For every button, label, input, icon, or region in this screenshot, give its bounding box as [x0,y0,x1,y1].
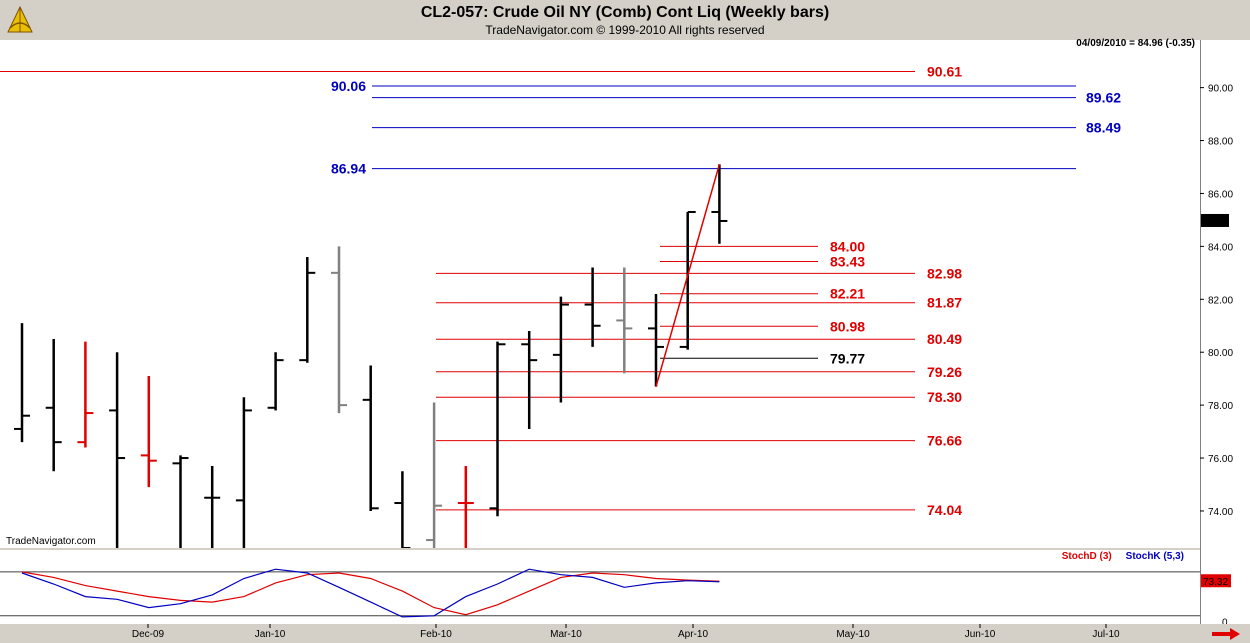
scroll-right-arrow-icon[interactable] [1212,628,1240,640]
time-axis-tick-label: Jun-10 [965,629,996,640]
retracement-label-red: 84.00 [830,238,865,254]
time-axis-tick-label: May-10 [836,629,870,640]
last-price-marker [1201,213,1229,227]
stochastic-last-label: 73.32 [1203,577,1228,588]
price-axis-tick-label: 78.00 [1208,401,1233,412]
stochk-line [21,568,720,618]
stochastic-chart-svg [0,568,1200,618]
retracement-label-red: 78.30 [927,389,962,405]
stochastic-last-marker [1201,574,1231,588]
chart-subtitle: TradeNavigator.com © 1999-2010 All right… [485,23,765,37]
stochastic-legend: StochD (3) StochK (5,3) [1062,551,1184,562]
retracement-label-red: 80.98 [830,318,865,334]
time-axis-tick-label: Dec-09 [132,629,165,640]
stochastic-axis-tick-label: 0 [1222,617,1228,624]
price-axis-tick-label: 74.00 [1208,507,1233,518]
price-plot-area[interactable]: 90.61 84.00 83.43 82.98 82.21 81.87 80.98 80.49… [0,40,1200,548]
retracement-label-red: 76.66 [927,433,962,449]
chart-header: CL2-057: Crude Oil NY (Comb) Cont Liq (W… [0,0,1250,40]
retracement-label-blue: 88.49 [1086,120,1121,136]
price-axis-tick-label: 82.00 [1208,295,1233,306]
legend-stochk: StochK (5,3) [1125,551,1184,562]
watermark: TradeNavigator.com [6,536,96,547]
time-axis-tick-label: Feb-10 [420,629,452,640]
stochastic-panel[interactable] [0,550,1200,624]
time-axis-tick-label: Jul-10 [1092,629,1120,640]
retracement-label-red: 80.49 [927,331,962,347]
retracement-label-red: 82.21 [830,286,865,302]
retracement-label-red: 83.43 [830,253,865,269]
time-axis: Dec-09 Jan-10 Feb-10 Mar-10 Apr-10 May-10 Jun-… [0,624,1200,643]
price-axis-tick-label: 76.00 [1208,454,1233,465]
price-axis-tick-label: 84.00 [1208,242,1233,253]
retracement-label-red: 79.26 [927,364,962,380]
retracement-label-blue: 90.06 [331,78,366,94]
price-axis-tick-label: 88.00 [1208,137,1233,148]
price-axis-tick-label: 86.00 [1208,189,1233,200]
level-label-black: 79.77 [830,350,865,366]
last-price-info: 04/09/2010 = 84.96 (-0.35) [1076,38,1195,49]
retracement-label-red: 74.04 [927,502,962,518]
retracement-label-blue: 89.62 [1086,90,1121,106]
price-axis-tick-label: 80.00 [1208,348,1233,359]
sextant-logo-icon [7,5,33,33]
price-axis: 90.00 88.00 86.00 84.00 82.00 80.00 78.00 76.00… [1200,40,1250,624]
retracement-label-blue: 86.94 [331,161,366,177]
time-axis-tick-label: Mar-10 [550,629,582,640]
price-axis-tick-label: 90.00 [1208,84,1233,95]
time-axis-tick-label: Jan-10 [255,629,286,640]
trend-line [655,164,721,387]
time-axis-svg: Dec-09 Jan-10 Feb-10 Mar-10 Apr-10 May-10 Jun-… [132,624,1120,640]
last-price-marker-label: 84.96 [1203,217,1228,228]
chart-title: CL2-057: Crude Oil NY (Comb) Cont Liq (W… [420,4,830,21]
price-axis-svg: 90.00 88.00 86.00 84.00 82.00 80.00 78.00 76.00… [1200,40,1233,624]
retracement-label-red: 90.61 [927,63,962,79]
stochd-line [21,571,720,616]
retracement-label-red: 82.98 [927,265,962,281]
legend-stochd: StochD (3) [1061,551,1112,562]
time-axis-tick-label: Apr-10 [678,629,708,640]
retracement-label-red: 81.87 [927,295,962,311]
